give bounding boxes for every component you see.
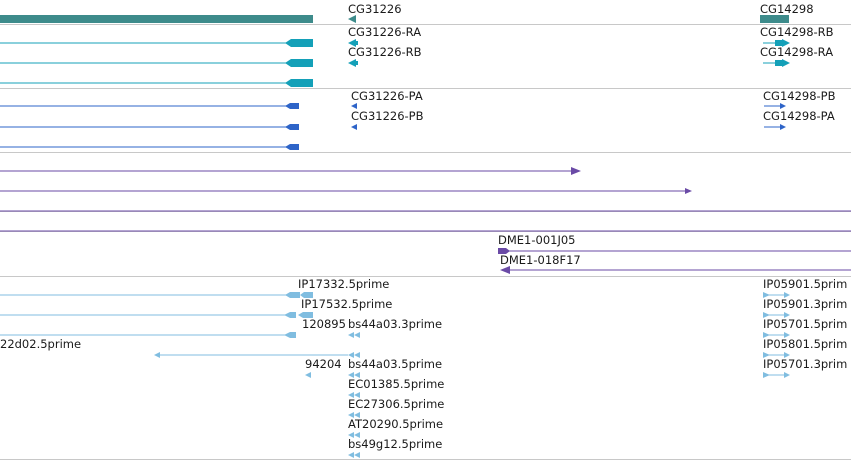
feature-label: CG14298-RA bbox=[760, 45, 833, 59]
strand-arrow-icon bbox=[348, 392, 354, 398]
feature-label: bs44a03.5prime bbox=[348, 357, 442, 371]
labels-layer: CG31226 CG14298 CG31226-RA CG31226-RB CG… bbox=[0, 2, 847, 451]
strand-arrow-icon bbox=[354, 372, 360, 378]
strand-arrow-icon bbox=[351, 124, 357, 130]
feature-label: IP17332.5prime bbox=[298, 277, 389, 291]
strand-arrow-icon bbox=[348, 332, 354, 338]
strand-arrow-icon bbox=[348, 432, 354, 438]
cds-block bbox=[285, 144, 299, 150]
feature-label: CG14298-RB bbox=[760, 25, 834, 39]
feature-label: 22d02.5prime bbox=[0, 337, 81, 351]
exon-block bbox=[354, 41, 358, 45]
strand-arrow-icon bbox=[685, 188, 692, 194]
strand-arrow-icon bbox=[354, 352, 360, 358]
feature-label: EC01385.5prime bbox=[348, 377, 444, 391]
strand-arrow-icon bbox=[348, 15, 356, 23]
feature-label: CG14298-PB bbox=[763, 89, 836, 103]
track-dividers bbox=[0, 24, 851, 460]
feature-label: 94204 bbox=[305, 357, 342, 371]
strand-arrow-icon bbox=[784, 292, 790, 298]
strand-arrow-icon bbox=[782, 59, 790, 67]
strand-arrow-icon bbox=[500, 266, 510, 274]
strand-arrow-icon bbox=[354, 392, 360, 398]
feature-label: CG31226-PA bbox=[351, 89, 423, 103]
feature-label: DME1-001J05 bbox=[498, 233, 576, 247]
feature-label: CG31226-RA bbox=[348, 25, 421, 39]
feature-label: CG31226 bbox=[348, 2, 402, 16]
est-block bbox=[763, 312, 770, 318]
strand-arrow-icon bbox=[354, 332, 360, 338]
est-block bbox=[284, 332, 296, 338]
exon-block bbox=[285, 79, 313, 87]
feature-label: CG14298 bbox=[760, 2, 814, 16]
strand-arrow-icon bbox=[348, 412, 354, 418]
strand-arrow-icon bbox=[784, 352, 790, 358]
exon-block bbox=[775, 40, 783, 46]
strand-arrow-icon bbox=[348, 372, 354, 378]
strand-arrow-icon bbox=[348, 352, 354, 358]
est-block bbox=[763, 332, 770, 338]
strand-arrow-icon bbox=[305, 372, 311, 378]
est-block bbox=[300, 292, 313, 298]
feature-label: IP05701.5prim bbox=[763, 317, 847, 331]
feature-label: bs44a03.3prime bbox=[348, 317, 442, 331]
gene-bar bbox=[0, 15, 313, 23]
strand-arrow-icon bbox=[784, 312, 790, 318]
strand-arrow-icon bbox=[780, 124, 786, 130]
cds-block bbox=[285, 103, 299, 109]
strand-arrow-icon bbox=[571, 167, 581, 175]
feature-label: AT20290.5prime bbox=[348, 417, 443, 431]
feature-label: IP17532.5prime bbox=[301, 297, 392, 311]
est-block bbox=[284, 312, 296, 318]
est-block bbox=[763, 372, 770, 378]
feature-label: DME1-018F17 bbox=[500, 253, 581, 267]
feature-label: IP05901.5prim bbox=[763, 277, 847, 291]
strand-arrow-icon bbox=[784, 332, 790, 338]
strand-arrow-icon bbox=[354, 452, 360, 458]
feature-label: EC27306.5prime bbox=[348, 397, 444, 411]
feature-label: IP05901.3prim bbox=[763, 297, 847, 311]
est-block bbox=[763, 352, 770, 358]
feature-label: IP05801.5prim bbox=[763, 337, 847, 351]
strand-arrow-icon bbox=[154, 352, 160, 358]
cds-block bbox=[285, 124, 299, 130]
strand-arrow-icon bbox=[784, 372, 790, 378]
feature-label: 120895 bbox=[302, 317, 346, 331]
strand-arrow-icon bbox=[780, 103, 786, 109]
strand-arrow-icon bbox=[354, 412, 360, 418]
est-block bbox=[285, 292, 300, 298]
strand-arrow-icon bbox=[351, 103, 357, 109]
strand-arrow-icon bbox=[354, 432, 360, 438]
exon-block bbox=[354, 61, 358, 65]
feature-label: CG31226-RB bbox=[348, 45, 422, 59]
exon-block bbox=[285, 59, 313, 67]
feature-label: CG14298-PA bbox=[763, 109, 835, 123]
feature-label: IP05701.3prim bbox=[763, 357, 847, 371]
strand-arrow-icon bbox=[782, 39, 790, 47]
strand-arrow-icon bbox=[348, 452, 354, 458]
feature-label: bs49g12.5prime bbox=[348, 437, 442, 451]
exon-block bbox=[285, 39, 313, 47]
exon-block bbox=[775, 60, 783, 66]
est-block bbox=[298, 312, 313, 318]
clone-start-block bbox=[498, 248, 510, 254]
gene-bar bbox=[760, 15, 789, 23]
est-block bbox=[763, 292, 770, 298]
feature-label: CG31226-PB bbox=[351, 109, 424, 123]
features-layer bbox=[0, 15, 851, 458]
